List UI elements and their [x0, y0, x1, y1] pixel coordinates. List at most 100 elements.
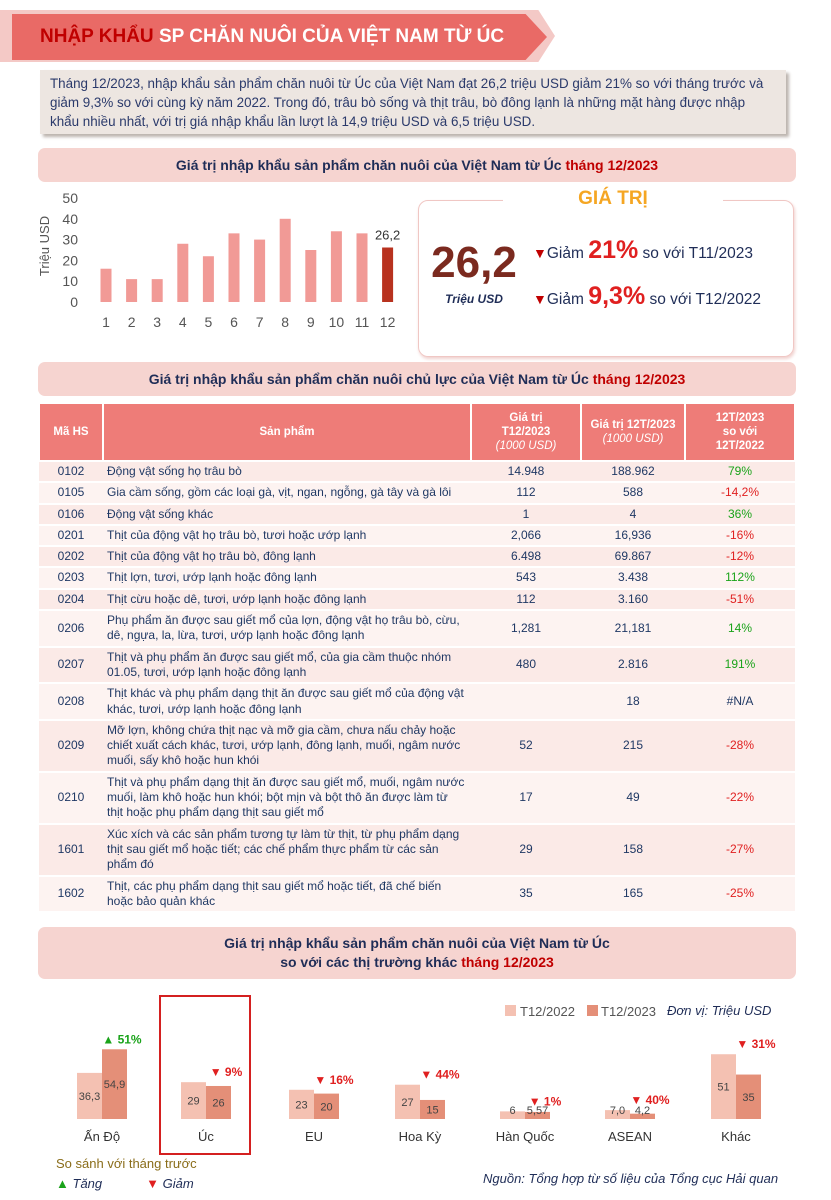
product-cell: Xúc xích và các sản phẩm tương tự làm từ…: [103, 823, 471, 877]
unit-note: Đơn vị: Triệu USD: [667, 1003, 772, 1018]
year-value-cell: 588: [581, 482, 685, 505]
y-tick-label: 30: [62, 232, 78, 248]
x-tick-label: 3: [153, 314, 161, 330]
change-label: ▲ 51%: [102, 1032, 142, 1046]
year-value-cell: 16,936: [581, 524, 685, 548]
compare-cell: -14,2%: [685, 482, 795, 505]
compare-cell: -51%: [685, 588, 795, 612]
table-row: 0202 Thịt của động vật họ trâu bò, đông l…: [39, 546, 795, 569]
col-12t-unit: (1000 USD): [602, 433, 664, 445]
section-monthly-title: Giá trị nhập khẩu sản phẩm chăn nuôi của…: [38, 148, 796, 182]
change2-suffix: so với T12/2022: [645, 291, 762, 308]
change2-prefix: Giảm: [546, 291, 589, 308]
bar-2023: [314, 1093, 339, 1119]
change-label: ▼ 1%: [529, 1094, 562, 1108]
change-label: ▼ 9%: [210, 1065, 243, 1079]
bar-data-label: 26,2: [375, 228, 400, 243]
section-products-text: Giá trị nhập khẩu sản phẩm chăn nuôi chủ…: [148, 371, 593, 387]
col-compare-header: 12T/2023 so với 12T/2022: [684, 402, 796, 462]
product-cell: Thịt của động vật họ trâu bò, tươi hoặc …: [103, 524, 471, 548]
table-row: 0206 Phụ phẩm ăn được sau giết mổ của lợn…: [39, 610, 795, 648]
table-row: 0210 Thịt và phụ phẩm dạng thịt ăn được s…: [39, 771, 795, 825]
table-row: 0203 Thịt lợn, tươi, ướp lạnh hoặc đông l…: [39, 567, 795, 590]
year-value-cell: 4: [581, 503, 685, 526]
bar-2022: [605, 1110, 630, 1119]
product-cell: Thịt lợn, tươi, ướp lạnh hoặc đông lạnh: [103, 567, 471, 590]
x-tick-label: 8: [281, 314, 289, 330]
bar-2023-label: 5,57: [527, 1105, 548, 1117]
year-value-cell: 158: [581, 823, 685, 877]
bar-2023: [736, 1074, 761, 1119]
y-tick-label: 0: [70, 294, 78, 310]
bar-2022: [711, 1054, 736, 1119]
bar-2023-label: 20: [320, 1101, 332, 1113]
legend-swatch-2022: [505, 1005, 516, 1016]
t12-value-cell: 480: [471, 646, 581, 685]
table-row: 0209 Mỡ lợn, không chứa thịt nạc và mỡ gi…: [39, 719, 795, 773]
month-bar: [126, 279, 138, 302]
col-product-header: Sản phẩm: [102, 402, 472, 462]
hs-cell: 0201: [39, 524, 103, 548]
year-value-cell: 18: [581, 683, 685, 721]
source-note: Nguồn: Tổng hợp từ số liệu của Tổng cục …: [483, 1171, 779, 1186]
hs-cell: 0102: [39, 461, 103, 484]
change-label: ▼ 44%: [420, 1068, 460, 1082]
table-row: 0105 Gia cầm sống, gồm các loại gà, vịt, …: [39, 482, 795, 505]
x-tick-label: 4: [179, 314, 187, 330]
up-triangle-icon: ▲: [56, 1176, 69, 1191]
month-bar: [254, 239, 266, 302]
product-cell: Thịt khác và phụ phẩm dạng thịt ăn được …: [103, 683, 471, 721]
table-row: 0201 Thịt của động vật họ trâu bò, tươi h…: [39, 524, 795, 548]
down-triangle-icon: ▼: [146, 1176, 160, 1191]
compare-cell: 79%: [685, 461, 795, 484]
y-tick-label: 20: [62, 252, 78, 268]
hs-cell: 0204: [39, 588, 103, 612]
year-value-cell: 69.867: [581, 546, 685, 569]
title-rest: SP CHĂN NUÔI CỦA VIỆT NAM TỪ ÚC: [153, 26, 505, 47]
month-bar: [279, 218, 291, 302]
col-t12-header: Giá trị T12/2023 (1000 USD): [470, 402, 582, 462]
x-tick-label: 6: [230, 314, 238, 330]
compare-cell: 112%: [685, 567, 795, 590]
month-bar: [177, 243, 189, 302]
category-label: EU: [305, 1129, 323, 1144]
month-bar: [382, 247, 394, 302]
product-cell: Gia cầm sống, gồm các loại gà, vịt, ngan…: [103, 482, 471, 505]
t12-value-cell: 112: [471, 482, 581, 505]
category-label: Khác: [721, 1129, 751, 1144]
bar-2023-label: 35: [742, 1092, 754, 1104]
table-row: 0204 Thịt cừu hoặc dê, tươi, ướp lạnh hoặ…: [39, 588, 795, 612]
x-tick-label: 5: [205, 314, 213, 330]
change1-suffix: so với T11/2023: [638, 245, 753, 262]
section-products-title: Giá trị nhập khẩu sản phẩm chăn nuôi chủ…: [38, 362, 796, 396]
bar-2022-label: 6: [509, 1105, 515, 1117]
x-tick-label: 12: [380, 314, 396, 330]
year-value-cell: 3.160: [581, 588, 685, 612]
compare-cell: -27%: [685, 823, 795, 877]
section-markets-line2: so với các thị trường khác: [280, 954, 462, 970]
bar-2023: [206, 1085, 231, 1119]
hs-cell: 0206: [39, 610, 103, 648]
category-label: Ấn Độ: [84, 1129, 120, 1144]
hs-cell: 1602: [39, 875, 103, 914]
col-compare-line3: 12T/2022: [715, 440, 765, 452]
t12-value-cell: 1,281: [471, 610, 581, 648]
bar-2023: [102, 1049, 127, 1119]
category-label: Úc: [198, 1129, 214, 1144]
t12-value-cell: [471, 683, 581, 721]
category-label: Hàn Quốc: [496, 1129, 555, 1144]
compare-cell: 191%: [685, 646, 795, 685]
t12-value-cell: 52: [471, 719, 581, 773]
product-cell: Thịt và phụ phẩm dạng thịt ăn được sau g…: [103, 771, 471, 825]
month-bar: [151, 279, 163, 302]
y-axis-label: Triệu USD: [37, 216, 52, 276]
t12-value-cell: 6.498: [471, 546, 581, 569]
compare-cell: -28%: [685, 719, 795, 773]
section-markets-highlight: tháng 12/2023: [461, 954, 554, 970]
product-cell: Thịt, các phụ phẩm dạng thịt sau giết mổ…: [103, 875, 471, 914]
hs-cell: 1601: [39, 823, 103, 877]
col-compare-line1: 12T/2023: [715, 412, 765, 424]
section-products-highlight: tháng 12/2023: [592, 371, 686, 387]
big-value: 26,2: [431, 238, 517, 287]
